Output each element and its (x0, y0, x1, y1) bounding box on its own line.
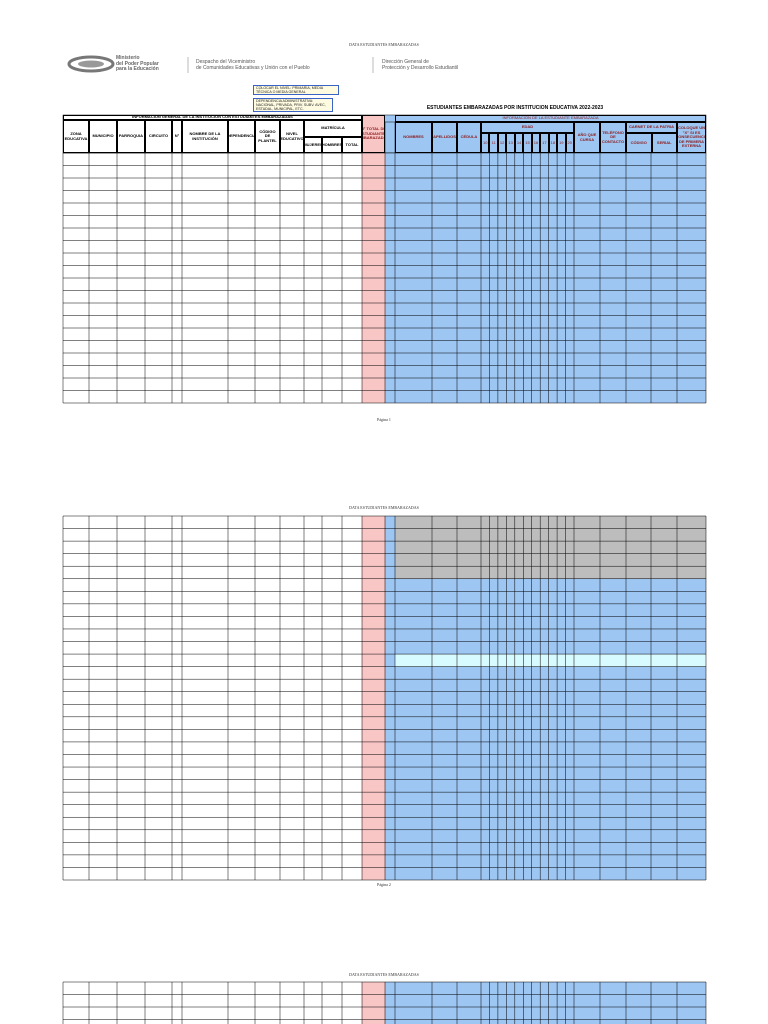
column-header: DEPENDENCIA (228, 120, 255, 153)
note: COLOCAR EL NIVEL: PRIMARIA, MEDIA TÉCNIC… (253, 85, 339, 95)
page-footer: Página 1 (377, 417, 391, 422)
column-header: CARNET DE LA PATRIA (626, 122, 677, 133)
age-header: 19 (557, 133, 566, 153)
age-header: 11 (489, 133, 498, 153)
column-header: CÉDULA (457, 122, 481, 153)
logo-text: Protección y Desarrollo Estudiantil (382, 64, 459, 71)
age-header: 16 (531, 133, 541, 153)
column-header: MUJERES (304, 137, 322, 153)
age-header: 10 (481, 133, 490, 153)
logo-text: para la Educación (116, 66, 159, 72)
row-fill (395, 553, 706, 567)
logo-text: Ministerio (116, 55, 140, 61)
column-header: APELLIDOS (432, 122, 457, 153)
page-header: DATA ESTUDIANTES EMBARAZADAS (349, 505, 419, 510)
column-header: COLOQUE UN "X" SI ES CONSECUENCIA DE PRI… (677, 122, 706, 153)
note: DEPENDENCIA ADMINISTRATIVA: NACIONAL, PR… (253, 98, 333, 112)
column-header: MUNICIPIO (89, 120, 117, 153)
column-header: NOMBRE DE LA INSTITUCIÓN (182, 120, 228, 153)
table-title: ESTUDIANTES EMBARAZADAS POR INSTITUCION … (426, 104, 604, 111)
column-header: MATRÍCULA (304, 120, 362, 137)
column-header: NOMBRES (395, 122, 432, 153)
row-fill (395, 516, 706, 529)
section-title: INFORMACIÓN GENERAL DE LA INSTITUCIÓN CO… (63, 115, 362, 120)
logo-text: Dirección General de (382, 59, 429, 65)
column-header: AÑO QUE CURSA (574, 122, 600, 153)
column-header: NIVEL EDUCATIVO (280, 120, 304, 153)
page-header: DATA ESTUDIANTES EMBARAZADAS (349, 972, 419, 977)
row-fill (395, 528, 706, 542)
pink-column (362, 982, 385, 1024)
pink-column (362, 516, 385, 880)
column-header: TOTAL (342, 137, 362, 153)
column-header: EDAD (481, 122, 574, 133)
logo-text: del Poder Popular (116, 60, 159, 67)
age-header: 18 (548, 133, 558, 153)
page-header: DATA ESTUDIANTES EMBARAZADAS (349, 42, 419, 47)
logo-text: de Comunidades Educativas y Unión con el… (196, 64, 310, 71)
age-header: 20 (565, 133, 574, 153)
column-header: SERIAL (651, 133, 677, 153)
page-footer: Página 2 (377, 882, 391, 887)
age-header: 12 (497, 133, 507, 153)
age-header: 15 (523, 133, 532, 153)
column-header: N° (172, 120, 182, 153)
column-header: TELÉFONO DE CONTACTO (600, 122, 626, 153)
column-header: HOMBRES (322, 137, 342, 153)
logo-mark (67, 55, 374, 73)
section-title: INFORMACIÓN DE LA ESTUDIANTE EMBARAZADA (395, 115, 706, 122)
age-header: 17 (540, 133, 549, 153)
column-header: N° TOTAL DE ESTUDIANTES EMBARAZADAS (362, 115, 385, 153)
row-fill (395, 566, 706, 579)
column-header: CÓDIGO (626, 133, 652, 153)
logo-text: Despacho del Viceministro (196, 59, 256, 65)
blue-area (385, 982, 706, 1024)
column-header: CÓDIGO DE PLANTEL (255, 120, 280, 153)
pink-header (362, 115, 385, 153)
column-header: ZONA EDUCATIVA (63, 120, 89, 153)
age-header: 13 (506, 133, 515, 153)
row-fill (395, 654, 706, 667)
age-header: 14 (514, 133, 524, 153)
column-header: PARROQUIA (117, 120, 145, 153)
row-fill (395, 541, 706, 554)
column-header: CIRCUITO (145, 120, 172, 153)
